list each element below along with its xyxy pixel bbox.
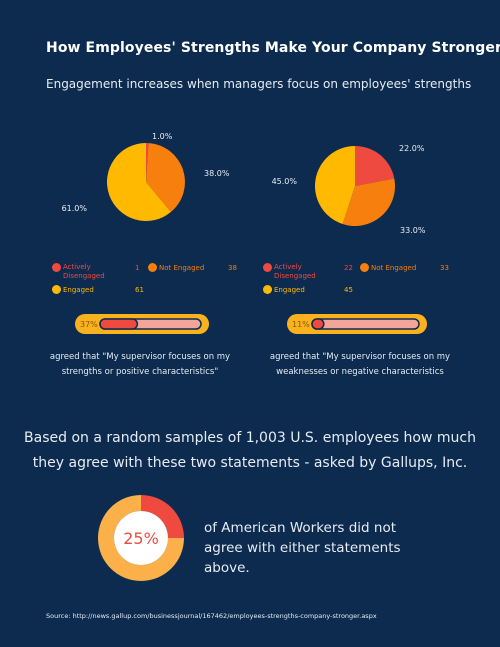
- slice-label: 45.0%: [272, 177, 298, 186]
- legend-label-engaged: Engaged: [274, 286, 305, 294]
- legend-value-not-engaged: 38: [228, 264, 237, 272]
- donut-description: of American Workers did not agree with e…: [204, 520, 401, 576]
- legend-value-actively-disengaged: 1: [135, 264, 140, 272]
- slice-label: 1.0%: [152, 132, 173, 141]
- slice-label: 61.0%: [62, 204, 88, 213]
- slice-label: 33.0%: [400, 226, 426, 235]
- legend-dot-actively-disengaged: [52, 263, 61, 272]
- legend-dot-actively-disengaged: [263, 263, 272, 272]
- pie-slice-actively-disengaged: [146, 143, 149, 182]
- legend-dot-engaged: [263, 285, 272, 294]
- legend-dot-engaged: [52, 285, 61, 294]
- legend-dot-not-engaged: [360, 263, 369, 272]
- legend-value-actively-disengaged: 22: [344, 264, 353, 272]
- pie-slice-not-engaged: [342, 178, 396, 226]
- bar-value-label: 11%: [292, 320, 310, 329]
- legend-label-engaged: Engaged: [63, 286, 94, 294]
- donut-center: [114, 511, 168, 565]
- legend-label-actively-disengaged: Actively Disengaged: [274, 263, 316, 280]
- pie-slice-engaged: [106, 143, 171, 221]
- page-title: How Employees' Strengths Make Your Compa…: [46, 40, 500, 56]
- legend-value-engaged: 61: [135, 286, 144, 294]
- statement-strengths: agreed that "My supervisor focuses on my…: [49, 352, 231, 377]
- pie-slice-not-engaged: [146, 143, 185, 213]
- statement-weaknesses: agreed that "My supervisor focuses on my…: [269, 352, 451, 377]
- legend-label-actively-disengaged: Actively Disengaged: [63, 263, 105, 280]
- survey-description: Based on a random samples of 1,003 U.S. …: [24, 430, 476, 471]
- donut-center-label: 25%: [123, 529, 159, 548]
- donut-segment-other: [98, 495, 184, 581]
- legend-value-engaged: 45: [344, 286, 353, 294]
- legend-label-not-engaged: Not Engaged: [371, 264, 417, 272]
- legend-value-not-engaged: 33: [440, 264, 449, 272]
- pie-slice-actively-disengaged: [355, 146, 395, 186]
- bar-fill: [99, 318, 139, 330]
- donut-segment-did-not-agree: [141, 495, 184, 538]
- bar-value-label: 37%: [80, 320, 98, 329]
- slice-label: 22.0%: [399, 144, 425, 153]
- source-citation: Source: http://news.gallup.com/businessj…: [46, 612, 377, 620]
- pie-slice-engaged: [315, 146, 355, 225]
- page-subtitle: Engagement increases when managers focus…: [46, 77, 472, 91]
- bar-fill: [311, 318, 325, 330]
- legend-label-not-engaged: Not Engaged: [159, 264, 205, 272]
- legend-dot-not-engaged: [148, 263, 157, 272]
- slice-label: 38.0%: [204, 169, 230, 178]
